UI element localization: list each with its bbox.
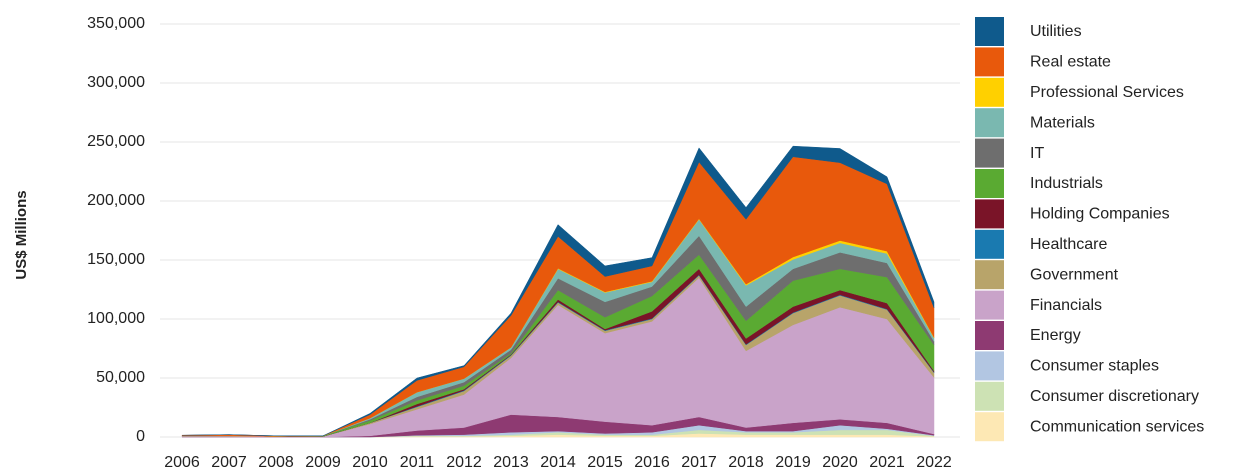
x-tick-label: 2020: [822, 454, 858, 469]
legend-label: Materials: [1030, 114, 1095, 131]
legend-label: Real estate: [1030, 54, 1111, 71]
legend-label: Industrials: [1030, 175, 1103, 192]
x-tick-label: 2018: [728, 454, 764, 469]
x-tick-label: 2017: [681, 454, 717, 469]
legend-swatch: [975, 351, 1004, 381]
legend-swatch: [975, 169, 1004, 198]
legend-swatch: [975, 108, 1004, 138]
x-tick-label: 2019: [775, 454, 811, 469]
y-tick-label: 200,000: [87, 192, 145, 209]
y-tick-label: 350,000: [87, 15, 145, 32]
legend-label: Energy: [1030, 327, 1081, 344]
legend-label: Utilities: [1030, 23, 1082, 40]
legend-label: Healthcare: [1030, 236, 1107, 253]
legend-swatch: [975, 77, 1004, 107]
legend-label: Holding Companies: [1030, 206, 1170, 223]
legend-swatch: [975, 138, 1004, 168]
legend-label: Government: [1030, 266, 1119, 283]
y-axis-label: US$ Millions: [13, 190, 30, 279]
y-tick-label: 0: [136, 428, 145, 445]
legend-swatch: [975, 381, 1004, 411]
legend-swatch: [975, 290, 1004, 320]
y-tick-label: 150,000: [87, 251, 145, 268]
x-tick-label: 2006: [164, 454, 200, 469]
x-tick-label: 2012: [446, 454, 482, 469]
legend-swatch: [975, 199, 1004, 229]
legend-swatch: [975, 229, 1004, 259]
legend-label: Communication services: [1030, 418, 1204, 435]
y-tick-label: 50,000: [96, 369, 145, 386]
x-tick-label: 2008: [258, 454, 294, 469]
legend-label: Financials: [1030, 297, 1102, 314]
y-tick-label: 100,000: [87, 310, 145, 327]
legend-swatch: [975, 321, 1004, 350]
legend-swatch: [975, 412, 1004, 442]
legend-label: Professional Services: [1030, 84, 1184, 101]
x-tick-label: 2013: [493, 454, 529, 469]
x-tick-label: 2007: [211, 454, 247, 469]
x-tick-label: 2011: [400, 454, 435, 469]
x-tick-label: 2015: [587, 454, 623, 469]
legend-swatch: [975, 260, 1004, 290]
x-tick-label: 2016: [634, 454, 670, 469]
y-tick-label: 300,000: [87, 74, 145, 91]
x-tick-label: 2009: [305, 454, 341, 469]
legend-swatch: [975, 17, 1004, 46]
area: [181, 145, 935, 437]
y-tick-label: 250,000: [87, 133, 145, 150]
legend-swatch: [975, 47, 1004, 77]
legend-label: IT: [1030, 145, 1044, 162]
x-tick-label: 2021: [869, 454, 905, 469]
legend-label: Consumer discretionary: [1030, 388, 1199, 405]
legend-label: Consumer staples: [1030, 358, 1159, 375]
x-tick-label: 2010: [352, 454, 388, 469]
x-tick-label: 2014: [540, 454, 576, 469]
x-tick-label: 2022: [916, 454, 952, 469]
